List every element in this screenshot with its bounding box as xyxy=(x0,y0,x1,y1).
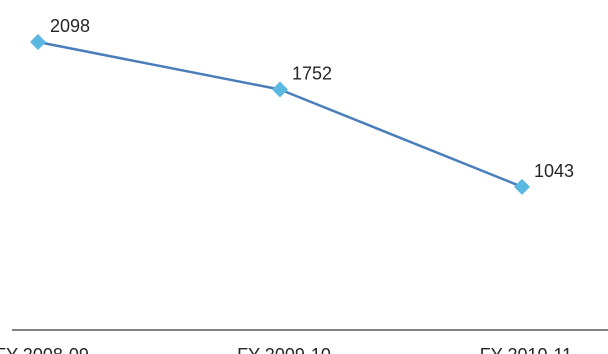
x-tick-label-fy-2009-10: FY 2009-10 xyxy=(237,345,331,354)
x-tick-label-fy-2008-09: FY 2008-09 xyxy=(0,345,89,354)
x-tick-label-fy-2010-11: FY 2010-11 xyxy=(480,345,572,354)
marker-fy-2008-09 xyxy=(30,34,46,50)
markers-group xyxy=(30,34,530,195)
x-tick-labels-group: FY 2008-09 FY 2009-10 FY 2010-11 xyxy=(0,345,572,354)
data-label-fy-2009-10: 1752 xyxy=(292,64,332,84)
data-label-fy-2010-11: 1043 xyxy=(534,161,574,181)
marker-fy-2010-11 xyxy=(514,178,530,195)
data-labels-group: 2098 1752 1043 xyxy=(50,16,574,181)
series-line xyxy=(37,40,523,188)
marker-fy-2009-10 xyxy=(272,81,288,98)
data-label-fy-2008-09: 2098 xyxy=(50,16,90,36)
